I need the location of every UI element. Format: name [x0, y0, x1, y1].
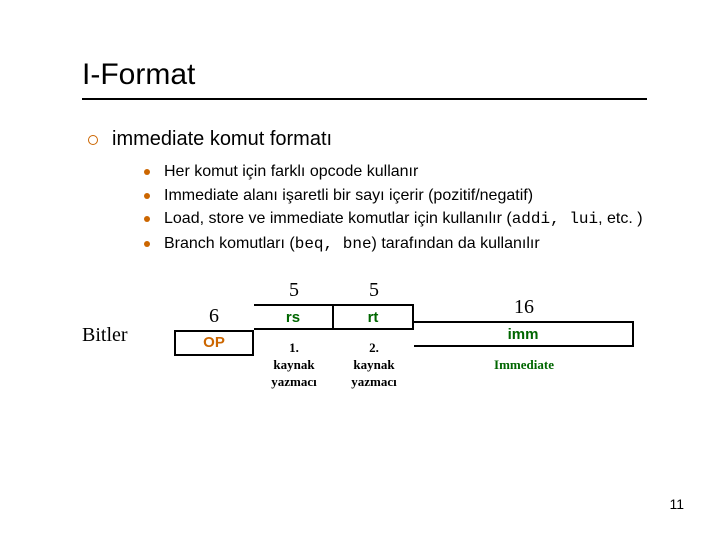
field-op: 6 OP — [174, 305, 254, 366]
bit-count: 5 — [254, 279, 334, 302]
circle-bullet-icon — [88, 135, 98, 145]
text-fragment: , — [324, 235, 343, 253]
list-item: Her komut için farklı opcode kullanır — [144, 161, 650, 183]
bit-count: 16 — [414, 296, 634, 319]
bit-field-diagram: Bitler 6 OP 5 rs 1. kaynak yazmacı 5 rt … — [82, 279, 650, 391]
main-bullet-row: immediate komut formatı — [88, 128, 650, 151]
bit-count: 5 — [334, 279, 414, 302]
field-rs: 5 rs 1. kaynak yazmacı — [254, 279, 334, 391]
list-item: Immediate alanı işaretli bir sayı içerir… — [144, 185, 650, 207]
slide-title: I-Format — [82, 58, 650, 92]
disc-bullet-icon — [144, 216, 150, 222]
text-fragment: , etc. ) — [598, 210, 642, 227]
list-item: Load, store ve immediate komutlar için k… — [144, 208, 650, 231]
sub-item-text: Immediate alanı işaretli bir sayı içerir… — [164, 185, 533, 207]
field-rt: 5 rt 2. kaynak yazmacı — [334, 279, 414, 391]
field-imm: 16 imm Immediate — [414, 296, 634, 374]
code-text: bne — [343, 235, 372, 253]
code-text: lui — [569, 210, 598, 228]
sub-item-text: Branch komutları (beq, bne) tarafından d… — [164, 233, 540, 256]
text-fragment: , — [550, 210, 569, 228]
bitler-label: Bitler — [82, 324, 174, 347]
field-cell-op: OP — [174, 330, 254, 356]
main-bullet-text: immediate komut formatı — [112, 128, 332, 151]
text-fragment: ) tarafından da kullanılır — [372, 235, 540, 252]
field-desc: 2. kaynak yazmacı — [334, 340, 414, 391]
disc-bullet-icon — [144, 169, 150, 175]
code-text: beq — [295, 235, 324, 253]
bit-count: 6 — [174, 305, 254, 328]
sub-item-text: Load, store ve immediate komutlar için k… — [164, 208, 643, 231]
field-cell-rs: rs — [254, 304, 334, 330]
text-fragment: Load, store ve immediate komutlar için k… — [164, 210, 512, 227]
slide-number: 11 — [669, 496, 684, 512]
code-text: addi — [512, 210, 550, 228]
text-fragment: Branch komutları ( — [164, 235, 295, 252]
disc-bullet-icon — [144, 241, 150, 247]
field-desc: Immediate — [414, 357, 634, 374]
title-underline — [82, 98, 647, 100]
sub-bullet-list: Her komut için farklı opcode kullanır Im… — [144, 161, 650, 255]
list-item: Branch komutları (beq, bne) tarafından d… — [144, 233, 650, 256]
disc-bullet-icon — [144, 193, 150, 199]
field-cell-imm: imm — [414, 321, 634, 347]
sub-item-text: Her komut için farklı opcode kullanır — [164, 161, 418, 183]
field-cell-rt: rt — [334, 304, 414, 330]
field-desc: 1. kaynak yazmacı — [254, 340, 334, 391]
